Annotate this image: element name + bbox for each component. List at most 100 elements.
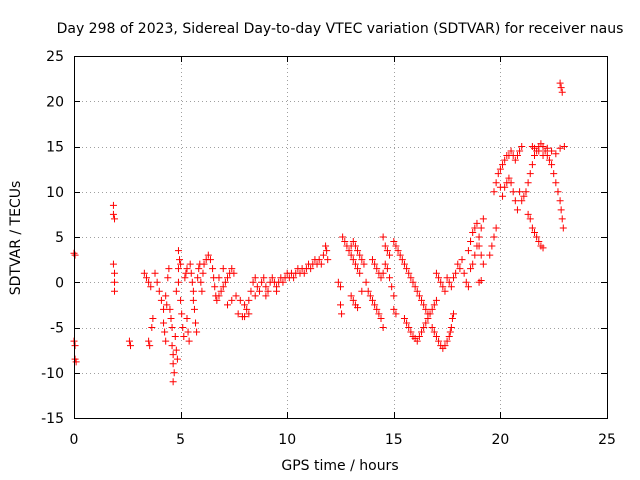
data-point (460, 269, 468, 277)
data-point (148, 324, 156, 331)
data-point (445, 278, 453, 286)
data-point (415, 292, 423, 300)
data-point (71, 342, 79, 350)
data-point (443, 274, 451, 282)
data-point (490, 188, 498, 196)
data-point (435, 274, 443, 282)
data-point (513, 206, 521, 214)
data-point (477, 276, 485, 284)
data-point (174, 247, 182, 255)
data-point (111, 215, 119, 223)
data-point (447, 283, 455, 291)
data-point (539, 152, 547, 160)
x-tick-label: 20 (491, 432, 509, 448)
data-point (145, 278, 153, 286)
data-point (449, 274, 457, 282)
data-point (180, 333, 188, 341)
data-point (443, 337, 451, 345)
data-point (509, 188, 517, 196)
data-point (72, 358, 80, 366)
data-point (415, 333, 423, 341)
data-point (496, 165, 504, 173)
data-point (394, 247, 402, 255)
data-point (165, 265, 173, 273)
data-point (539, 244, 547, 252)
data-point (183, 314, 191, 322)
data-point (366, 292, 374, 300)
data-point (185, 337, 193, 345)
data-point (347, 292, 355, 300)
data-point (418, 328, 426, 336)
data-point (543, 144, 551, 152)
data-point (199, 269, 207, 277)
data-point (447, 324, 455, 331)
data-point (405, 269, 413, 277)
data-point (179, 324, 187, 331)
data-point (499, 161, 507, 169)
data-point (368, 296, 376, 304)
data-point (354, 304, 362, 312)
x-tick-label: 10 (278, 432, 296, 448)
data-point (187, 269, 195, 277)
data-point (300, 269, 308, 277)
data-point (109, 201, 117, 209)
data-point (189, 296, 197, 304)
data-point (375, 310, 383, 318)
data-point (262, 292, 270, 300)
data-point (273, 287, 281, 295)
data-point (486, 251, 494, 259)
data-point (518, 143, 526, 150)
data-point (232, 292, 240, 300)
data-point (142, 274, 150, 282)
data-point (420, 301, 428, 309)
data-point (337, 283, 344, 291)
data-point (183, 265, 191, 273)
data-point (386, 274, 394, 282)
data-point (251, 274, 259, 282)
data-point (407, 274, 415, 282)
data-point (315, 256, 323, 264)
data-point (163, 301, 171, 309)
data-point (290, 274, 298, 282)
data-point (171, 333, 179, 341)
data-point (507, 179, 515, 187)
data-point (531, 228, 539, 236)
data-point (149, 314, 157, 322)
data-point (379, 324, 387, 331)
data-point (371, 301, 379, 309)
data-point (334, 278, 342, 286)
data-point (535, 147, 543, 155)
data-point (379, 269, 387, 277)
data-point (518, 197, 526, 205)
data-point (556, 197, 564, 205)
data-point (111, 287, 119, 295)
data-point (475, 242, 483, 250)
y-tick-label: -10 (41, 366, 64, 382)
data-point (413, 287, 421, 295)
data-point (243, 305, 251, 313)
data-point (215, 274, 223, 282)
data-point (198, 287, 206, 295)
data-point (161, 328, 169, 336)
data-point (379, 233, 387, 241)
data-point (356, 269, 364, 277)
data-point (407, 328, 415, 336)
data-point (217, 287, 225, 295)
data-point (458, 256, 466, 264)
data-point (377, 314, 385, 322)
data-point (172, 287, 180, 295)
data-point (422, 305, 430, 313)
data-point (392, 242, 400, 250)
data-point (477, 251, 485, 259)
data-point (111, 278, 119, 286)
data-point (166, 305, 174, 313)
data-point (219, 283, 227, 291)
data-point (181, 274, 189, 282)
y-tick-label: -5 (50, 321, 64, 337)
data-point (526, 170, 534, 178)
data-point (441, 342, 449, 350)
data-point (260, 274, 268, 282)
data-point (557, 206, 565, 214)
data-point (494, 170, 502, 178)
